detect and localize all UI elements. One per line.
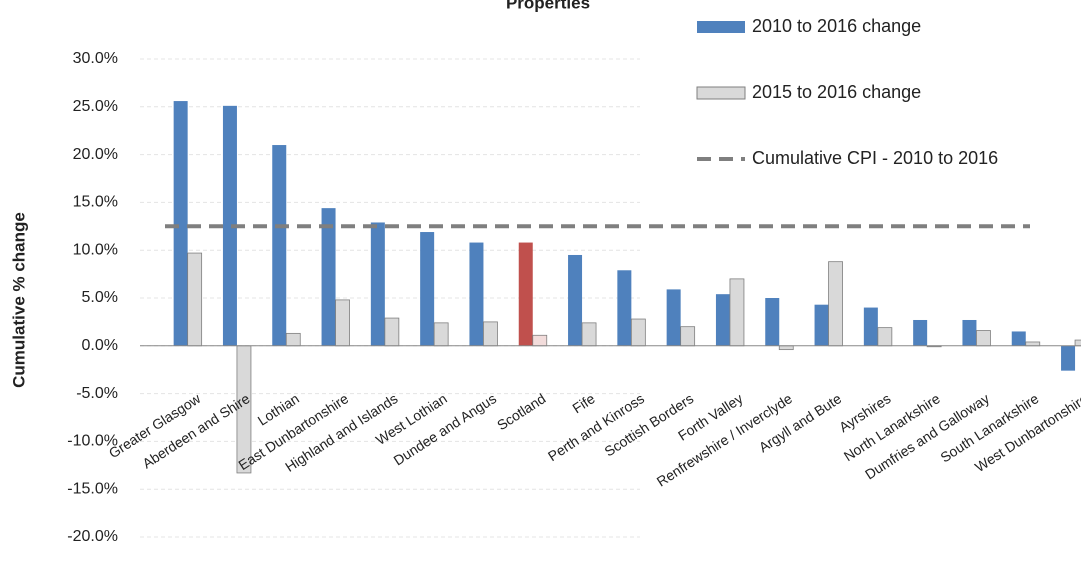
bar — [778, 345, 794, 351]
y-tick-label: 15.0% — [73, 194, 118, 211]
y-tick-label: -5.0% — [76, 385, 118, 402]
legend-label: 2015 to 2016 change — [752, 82, 921, 102]
y-tick-label: -15.0% — [67, 480, 118, 497]
bar — [285, 332, 301, 347]
bar — [384, 317, 400, 347]
y-tick-label: -10.0% — [67, 433, 118, 450]
bar — [469, 242, 484, 346]
bar — [532, 334, 548, 347]
bar — [814, 304, 829, 346]
y-tick-label: 30.0% — [73, 50, 118, 67]
x-tick-label: Fife — [569, 390, 597, 416]
y-axis-label: Cumulative % change — [9, 212, 28, 388]
chart-title: Properties — [506, 0, 590, 12]
y-tick-label: 10.0% — [73, 241, 118, 258]
x-tick-label: Scotland — [494, 390, 548, 433]
bar — [321, 208, 336, 346]
bar — [976, 330, 991, 347]
bar — [666, 289, 681, 346]
x-tick-label: Argyll and Bute — [756, 390, 845, 455]
bar — [222, 105, 237, 346]
bar — [828, 261, 843, 347]
bar — [877, 327, 893, 347]
bar — [962, 319, 977, 346]
bar — [1074, 339, 1081, 347]
bar — [335, 299, 350, 347]
bar — [729, 278, 745, 347]
y-tick-label: 0.0% — [82, 337, 118, 354]
legend-swatch — [696, 86, 746, 100]
y-tick-label: 25.0% — [73, 98, 118, 115]
bar — [518, 242, 533, 346]
bar — [370, 222, 385, 346]
bar — [483, 321, 498, 347]
bar — [187, 252, 203, 347]
bar — [581, 322, 597, 347]
y-tick-label: 20.0% — [73, 146, 118, 163]
bar — [765, 298, 780, 346]
y-tick-label: -20.0% — [67, 528, 118, 545]
bar — [1061, 345, 1076, 371]
bar — [1025, 341, 1041, 347]
bar — [568, 254, 583, 346]
bar — [272, 145, 287, 346]
bar — [617, 270, 632, 346]
bar — [173, 101, 188, 346]
y-tick-label: 5.0% — [82, 289, 118, 306]
legend-swatch — [697, 21, 745, 33]
bar — [433, 322, 449, 347]
bar — [715, 294, 730, 346]
legend-label: Cumulative CPI - 2010 to 2016 — [752, 148, 998, 168]
legend-label: 2010 to 2016 change — [752, 16, 921, 36]
bar — [913, 319, 928, 346]
bar — [420, 232, 435, 346]
bar — [680, 326, 696, 347]
bar — [1011, 331, 1026, 346]
bar — [863, 307, 878, 346]
bar — [630, 318, 646, 347]
